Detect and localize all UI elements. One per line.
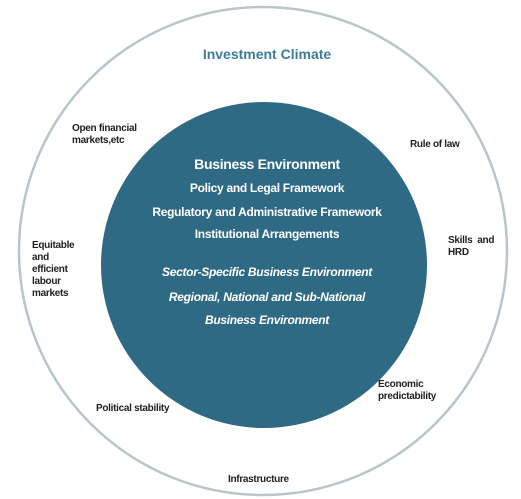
factor-label: Infrastructure — [228, 474, 290, 485]
factor-label: predictability — [378, 391, 437, 402]
factor-label: Rule of law — [410, 139, 460, 150]
core-level: Regional, National and Sub-National — [169, 290, 366, 304]
factor-label: markets — [32, 288, 69, 299]
factor-label: Economic — [378, 379, 424, 390]
core-item: Regulatory and Administrative Framework — [152, 205, 382, 219]
core-level: Business Environment — [205, 313, 330, 327]
core-item: Institutional Arrangements — [195, 227, 340, 241]
factor-label: Political stability — [96, 403, 170, 414]
core-item: Policy and Legal Framework — [190, 181, 345, 195]
factor-label: Open financial — [72, 123, 137, 134]
factor-label: efficient — [32, 264, 69, 275]
factor-label: HRD — [448, 247, 469, 258]
title: Investment Climate — [203, 46, 332, 62]
factor-label: markets,etc — [72, 135, 125, 146]
factor-label: Skills and — [448, 235, 494, 246]
factor-label: labour — [32, 276, 61, 287]
core-level: Sector-Specific Business Environment — [162, 265, 373, 279]
core-heading: Business Environment — [194, 156, 340, 172]
factor-label: Equitable — [32, 240, 75, 251]
factor-label: and — [32, 252, 49, 263]
inner-circle — [101, 102, 427, 428]
